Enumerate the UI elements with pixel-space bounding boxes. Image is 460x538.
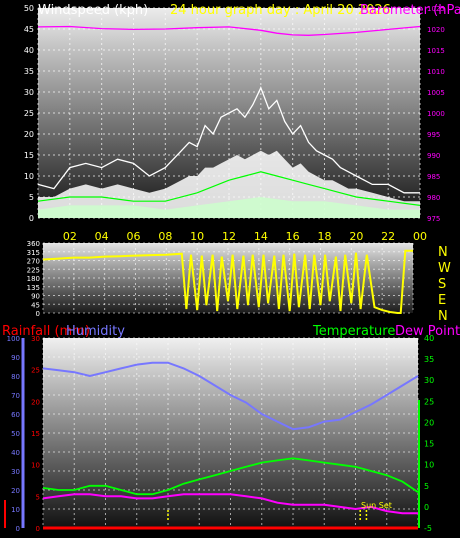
wind-tick-label: 35 xyxy=(24,67,34,76)
hour-tick-label: 08 xyxy=(158,230,172,243)
wind-tick-label: 5 xyxy=(29,193,34,202)
baro-tick-label: 975 xyxy=(427,215,440,223)
temp-tick-label: 40 xyxy=(424,334,434,343)
dewpoint-axis-label: Dew Point xyxy=(395,324,460,339)
humidity-tick-label: 10 xyxy=(11,506,20,514)
average-line xyxy=(37,171,421,206)
direction-series xyxy=(42,249,413,314)
temp-tick-label: 0 xyxy=(424,503,429,512)
low-wind-area xyxy=(38,197,420,218)
humidity-tick-label: 80 xyxy=(11,373,20,381)
temperature-line xyxy=(42,457,419,496)
climate-series xyxy=(42,361,419,530)
rain-tick-label: 15 xyxy=(31,430,40,438)
humidity-tick-label: 0 xyxy=(16,525,20,533)
humidity-tick-label: 50 xyxy=(11,430,20,438)
baro-tick-label: 1010 xyxy=(427,68,445,76)
compass-n-top: N xyxy=(438,245,448,260)
hour-tick-label: 10 xyxy=(190,230,204,243)
sunset-label: Sun Set xyxy=(361,501,392,510)
direction-tick-label: 135 xyxy=(27,284,40,292)
temp-tick-label: 25 xyxy=(424,397,434,406)
temp-tick-label: 5 xyxy=(424,482,429,491)
humidity-line xyxy=(42,361,419,431)
direction-tick-label: 90 xyxy=(31,293,40,301)
wind-tick-label: 30 xyxy=(24,88,34,97)
dewpoint-line xyxy=(42,493,418,515)
barometer-axis-label: Barometer (hPa) xyxy=(360,3,460,18)
axis-ticks: 0510152025303540455097598098599099510001… xyxy=(4,4,445,533)
direction-tick-label: 180 xyxy=(27,275,40,283)
hour-tick-label: 00 xyxy=(413,230,427,243)
baro-tick-label: 995 xyxy=(427,131,440,139)
direction-tick-label: 360 xyxy=(27,240,40,248)
wind-tick-label: 15 xyxy=(24,151,34,160)
hour-tick-label: 16 xyxy=(286,230,300,243)
humidity-tick-label: 40 xyxy=(11,449,20,457)
humidity-tick-label: 20 xyxy=(11,487,20,495)
wind-series xyxy=(37,25,421,218)
compass-n-bottom: N xyxy=(438,309,448,324)
direction-tick-label: 225 xyxy=(27,266,40,274)
humidity-tick-label: 70 xyxy=(11,392,20,400)
baro-tick-label: 1000 xyxy=(427,110,445,118)
rainfall-axis-label: Rainfall (mm) xyxy=(2,324,90,339)
baro-tick-label: 980 xyxy=(427,194,440,202)
compass-e: E xyxy=(438,293,446,308)
wind-tick-label: 20 xyxy=(24,130,34,139)
compass-w: W xyxy=(438,261,451,276)
wind-tick-label: 0 xyxy=(29,214,34,223)
climate-grid xyxy=(42,337,419,529)
wind-tick-label: 40 xyxy=(24,46,34,55)
baro-tick-label: 1015 xyxy=(427,47,445,55)
humidity-axis-label: Humidity xyxy=(66,324,125,339)
baro-tick-label: 1005 xyxy=(427,89,445,97)
hour-tick-label: 20 xyxy=(349,230,363,243)
rain-tick-label: 30 xyxy=(31,335,40,343)
hour-tick-label: 02 xyxy=(63,230,77,243)
temp-tick-label: 15 xyxy=(424,440,434,449)
humidity-tick-label: 100 xyxy=(7,335,20,343)
barometer-line xyxy=(37,25,421,36)
wind-tick-label: 50 xyxy=(24,4,34,13)
rain-tick-label: 20 xyxy=(31,398,40,406)
temp-tick-label: 35 xyxy=(424,355,434,364)
humidity-tick-label: 90 xyxy=(11,354,20,362)
wind-tick-label: 10 xyxy=(24,172,34,181)
hour-tick-label: 22 xyxy=(381,230,395,243)
direction-grid xyxy=(42,242,414,314)
compass-s: S xyxy=(438,277,446,292)
hour-tick-label: 18 xyxy=(318,230,332,243)
temp-tick-label: 10 xyxy=(424,461,434,470)
hour-tick-label: 04 xyxy=(95,230,109,243)
hour-tick-label: 12 xyxy=(222,230,236,243)
baro-tick-label: 1025 xyxy=(427,5,445,13)
temperature-axis-label: Temperature xyxy=(312,324,395,339)
humidity-tick-label: 30 xyxy=(11,468,20,476)
temp-tick-label: -5 xyxy=(424,524,432,533)
direction-tick-label: 0 xyxy=(36,310,40,318)
temp-tick-label: 30 xyxy=(424,376,434,385)
temp-tick-label: 20 xyxy=(424,418,434,427)
gust-line xyxy=(37,86,420,194)
rain-tick-label: 25 xyxy=(31,367,40,375)
baro-tick-label: 985 xyxy=(427,173,440,181)
direction-line xyxy=(42,249,413,314)
humidity-tick-label: 60 xyxy=(11,411,20,419)
wind-tick-label: 25 xyxy=(24,109,34,118)
hour-tick-label: 14 xyxy=(254,230,268,243)
graph-title: 24 hour graph day : April 20 2026 xyxy=(170,3,391,18)
baro-tick-label: 990 xyxy=(427,152,440,160)
rain-tick-label: 0 xyxy=(36,525,40,533)
direction-tick-label: 45 xyxy=(31,301,40,309)
rain-tick-label: 10 xyxy=(31,462,40,470)
baro-tick-label: 1020 xyxy=(427,26,445,34)
wind-tick-label: 45 xyxy=(24,25,34,34)
direction-tick-label: 315 xyxy=(27,249,40,257)
windspeed-axis-label: Windspeed (kph) xyxy=(38,3,148,18)
direction-tick-label: 270 xyxy=(27,258,40,266)
rain-tick-label: 5 xyxy=(36,493,40,501)
hour-tick-label: 06 xyxy=(127,230,141,243)
